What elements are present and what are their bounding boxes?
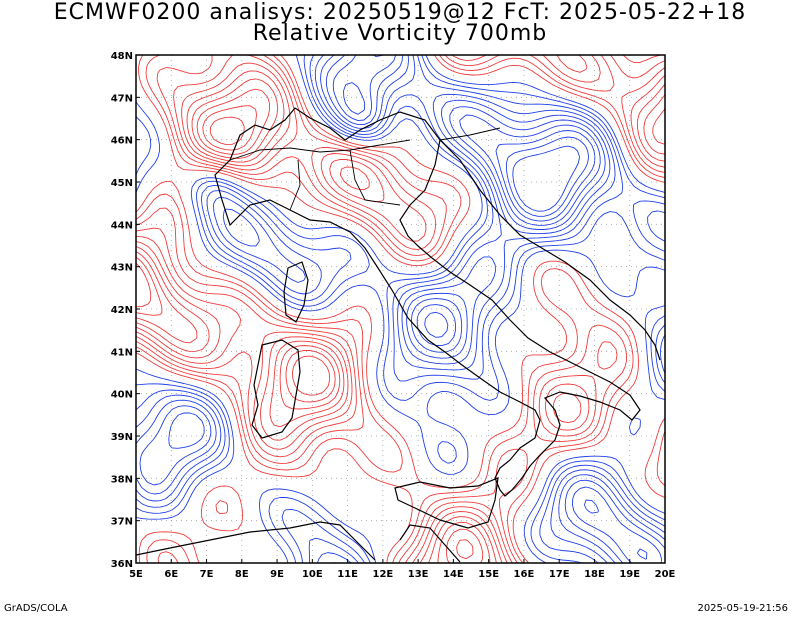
africa-coastline bbox=[136, 521, 376, 561]
lon-tick-label: 6E bbox=[164, 569, 178, 580]
lon-tick-label: 13E bbox=[408, 569, 429, 580]
negative-vorticity-contour bbox=[424, 136, 590, 338]
latitude-axis: 48N 47N 46N 45N 44N 43N 42N 41N 40N 39N 38N 37N 36N bbox=[111, 51, 140, 570]
lat-tick-label: 42N bbox=[111, 305, 133, 316]
positive-vorticity-contour bbox=[136, 88, 491, 563]
negative-vorticity-contour bbox=[139, 55, 665, 563]
software-credit: GrADS/COLA bbox=[4, 603, 68, 614]
italy-coastline bbox=[214, 107, 641, 497]
negative-vorticity-contour bbox=[168, 55, 663, 563]
lon-tick-label: 12E bbox=[372, 569, 393, 580]
lon-tick-label: 14E bbox=[443, 569, 464, 580]
lon-tick-label: 16E bbox=[514, 569, 535, 580]
lat-tick-label: 44N bbox=[111, 220, 133, 231]
lon-tick-label: 9E bbox=[270, 569, 284, 580]
negative-vorticity-contour bbox=[512, 145, 581, 212]
tunisia-coastline bbox=[399, 524, 461, 563]
lat-tick-label: 38N bbox=[111, 474, 133, 485]
lat-tick-label: 40N bbox=[111, 390, 133, 401]
lat-tick-label: 36N bbox=[111, 559, 133, 570]
lon-tick-label: 15E bbox=[478, 569, 499, 580]
lon-tick-label: 19E bbox=[619, 569, 640, 580]
balkan-coastline bbox=[439, 139, 661, 361]
lon-tick-label: 10E bbox=[302, 569, 323, 580]
map-subtitle: Relative Vorticity 700mb bbox=[252, 21, 548, 46]
lon-tick-label: 8E bbox=[235, 569, 249, 580]
vorticity-contours bbox=[136, 55, 665, 563]
lat-tick-label: 48N bbox=[111, 51, 133, 62]
sardinia-coastline bbox=[251, 339, 301, 439]
lon-tick-label: 11E bbox=[337, 569, 358, 580]
positive-vorticity-contour bbox=[136, 55, 665, 563]
lon-tick-label: 5E bbox=[129, 569, 143, 580]
coastline-borders bbox=[136, 107, 661, 563]
positive-vorticity-contour bbox=[136, 105, 484, 563]
negative-vorticity-contour bbox=[136, 55, 665, 563]
sicily-coastline bbox=[394, 477, 499, 529]
positive-vorticity-contour bbox=[136, 70, 665, 563]
lon-tick-label: 7E bbox=[200, 569, 214, 580]
positive-vorticity-contour bbox=[136, 55, 665, 563]
lat-tick-label: 37N bbox=[111, 517, 133, 528]
lat-tick-label: 39N bbox=[111, 432, 133, 443]
render-timestamp: 2025-05-19-21:56 bbox=[697, 603, 788, 614]
negative-vorticity-contour bbox=[136, 55, 665, 563]
corsica-coastline bbox=[283, 261, 309, 323]
map-title: ECMWF0200 analisys: 20250519@12 FcT: 202… bbox=[53, 0, 747, 25]
positive-vorticity-contour bbox=[136, 78, 665, 563]
positive-vorticity-contour bbox=[136, 55, 665, 563]
positive-vorticity-contour bbox=[136, 55, 665, 563]
lon-tick-label: 18E bbox=[584, 569, 605, 580]
positive-vorticity-contour bbox=[136, 55, 665, 563]
alpine-borders bbox=[229, 127, 501, 211]
longitude-axis: 5E 6E 7E 8E 9E 10E 11E 12E 13E 14E 15E 16E 17E 18E 19E… bbox=[129, 559, 676, 580]
lat-tick-label: 47N bbox=[111, 93, 133, 104]
lat-tick-label: 41N bbox=[111, 347, 133, 358]
lon-tick-label: 17E bbox=[549, 569, 570, 580]
lat-tick-label: 43N bbox=[111, 263, 133, 274]
lon-tick-label: 20E bbox=[655, 569, 676, 580]
lat-tick-label: 46N bbox=[111, 136, 133, 147]
negative-vorticity-contour bbox=[136, 55, 665, 563]
negative-vorticity-contour bbox=[343, 55, 648, 560]
lat-tick-label: 45N bbox=[111, 178, 133, 189]
lat-lon-grid bbox=[136, 55, 665, 563]
positive-vorticity-contour bbox=[136, 116, 474, 560]
